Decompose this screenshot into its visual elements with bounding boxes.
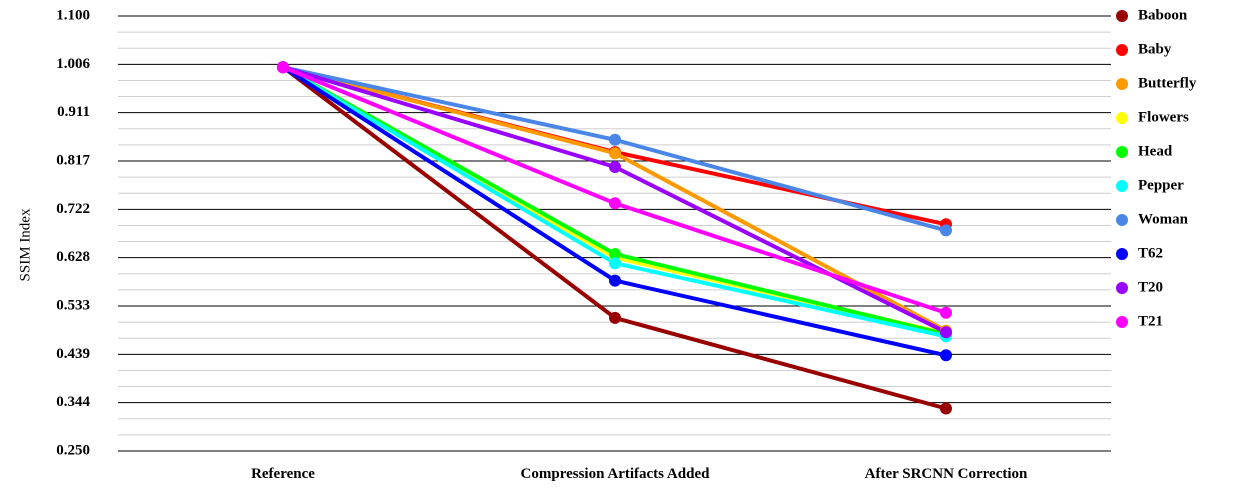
data-point-woman bbox=[609, 133, 621, 146]
series-line-baboon bbox=[281, 65, 948, 411]
data-point-pepper bbox=[609, 257, 621, 270]
legend-label: Flowers bbox=[1138, 109, 1189, 125]
x-tick-label: After SRCNN Correction bbox=[865, 466, 1028, 482]
legend-marker bbox=[1116, 214, 1128, 226]
legend-item-pepper: Pepper bbox=[1116, 177, 1184, 193]
data-point-head bbox=[609, 248, 621, 260]
y-axis-title: SSIM Index bbox=[17, 208, 33, 281]
legend-label: Baby bbox=[1138, 41, 1172, 57]
data-point-t21 bbox=[277, 61, 289, 74]
major-gridlines bbox=[118, 15, 1111, 452]
data-point-woman bbox=[940, 224, 952, 237]
data-point-butterfly bbox=[609, 147, 621, 160]
legend-marker bbox=[1116, 248, 1128, 260]
y-tick-label: 1.006 bbox=[56, 56, 90, 72]
series-lines bbox=[281, 65, 948, 411]
legend-marker bbox=[1116, 180, 1128, 192]
legend-marker bbox=[1116, 316, 1128, 328]
legend-label: T21 bbox=[1138, 313, 1163, 329]
legend-label: Woman bbox=[1138, 211, 1189, 227]
legend-label: T62 bbox=[1138, 245, 1163, 261]
y-tick-label: 0.911 bbox=[57, 104, 90, 120]
y-tick-label: 0.344 bbox=[56, 394, 90, 410]
y-tick-label: 0.722 bbox=[56, 201, 90, 217]
legend-marker bbox=[1116, 282, 1128, 294]
data-point-baboon bbox=[609, 311, 621, 324]
data-point-t20 bbox=[940, 326, 952, 339]
legend-item-t20: T20 bbox=[1116, 279, 1163, 295]
legend-item-t62: T62 bbox=[1116, 245, 1163, 261]
legend-label: Head bbox=[1138, 143, 1173, 159]
legend-marker bbox=[1116, 44, 1128, 56]
y-tick-label: 0.533 bbox=[56, 297, 90, 313]
legend: Baboon Baby Butterfly Flowers Head Pepper Woma… bbox=[1116, 7, 1197, 329]
legend-item-butterfly: Butterfly bbox=[1116, 75, 1197, 91]
y-axis-tick-labels: 1.100 1.006 0.911 0.817 0.722 0.628 0.533 0.439… bbox=[56, 7, 90, 458]
legend-label: Pepper bbox=[1138, 177, 1184, 193]
legend-item-woman: Woman bbox=[1116, 211, 1189, 227]
legend-item-head: Head bbox=[1116, 143, 1173, 159]
legend-marker bbox=[1116, 10, 1128, 22]
x-tick-label: Compression Artifacts Added bbox=[521, 466, 711, 482]
data-point-t21 bbox=[940, 306, 952, 319]
legend-label: T20 bbox=[1138, 279, 1163, 295]
data-point-t62 bbox=[609, 274, 621, 287]
legend-label: Baboon bbox=[1138, 7, 1188, 23]
legend-marker bbox=[1116, 146, 1128, 158]
x-axis-tick-labels: Reference Compression Artifacts Added Afte… bbox=[251, 466, 1028, 482]
legend-marker bbox=[1116, 78, 1128, 90]
y-tick-label: 0.250 bbox=[56, 442, 90, 458]
y-tick-label: 0.817 bbox=[56, 152, 90, 168]
legend-label: Butterfly bbox=[1138, 75, 1197, 91]
legend-item-flowers: Flowers bbox=[1116, 109, 1189, 125]
series-points bbox=[277, 61, 952, 415]
data-point-baboon bbox=[940, 402, 952, 415]
minor-gridlines bbox=[118, 31, 1111, 436]
y-tick-label: 0.439 bbox=[56, 346, 90, 362]
data-point-t62 bbox=[940, 349, 952, 362]
legend-item-baboon: Baboon bbox=[1116, 7, 1188, 23]
y-tick-label: 0.628 bbox=[56, 249, 90, 265]
legend-marker bbox=[1116, 112, 1128, 124]
data-point-t20 bbox=[609, 161, 621, 173]
x-tick-label: Reference bbox=[251, 466, 315, 482]
legend-item-baby: Baby bbox=[1116, 41, 1172, 57]
data-point-t21 bbox=[609, 197, 621, 210]
legend-item-t21: T21 bbox=[1116, 313, 1163, 329]
y-tick-label: 1.100 bbox=[56, 7, 90, 23]
